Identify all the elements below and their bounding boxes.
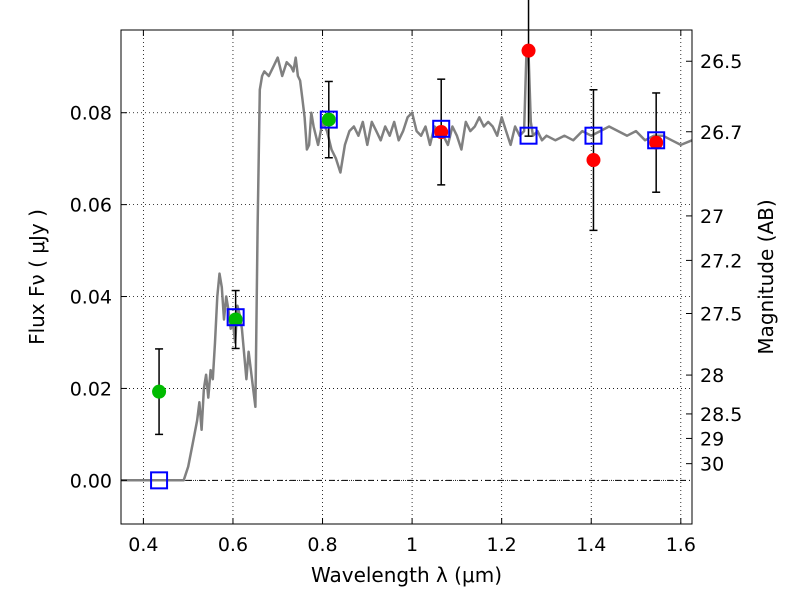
magnitude-tick-label: 26.5 — [700, 51, 742, 73]
data-point — [228, 312, 243, 327]
ticks: 0.4 0.6 0.8 1 1.2 1.4 1.6 0.00 0.02 0.04 0.06 0.08 2… — [70, 30, 742, 556]
data-point — [649, 135, 664, 150]
data-point — [434, 125, 449, 140]
grid — [121, 30, 692, 524]
magnitude-tick-label: 30 — [700, 454, 724, 476]
y-tick-label: 0.04 — [70, 287, 112, 309]
model-point — [584, 126, 603, 145]
x-tick-label: 1.4 — [576, 534, 606, 556]
model-point — [432, 119, 451, 138]
magnitude-tick-label: 27.2 — [700, 250, 742, 272]
y-axis-label: Flux Fν ( μJy ) — [25, 209, 49, 345]
x-tick-label: 1 — [406, 534, 418, 556]
model-point — [519, 126, 538, 145]
data-point — [321, 112, 336, 127]
magnitude-tick-label: 28 — [700, 365, 724, 387]
magnitude-tick-label: 26.7 — [700, 122, 742, 144]
y-tick-label: 0.00 — [70, 470, 112, 492]
x-axis-label: Wavelength λ (μm) — [311, 563, 502, 587]
data-point — [586, 153, 601, 168]
x-tick-label: 0.8 — [307, 534, 337, 556]
x-tick-label: 0.4 — [128, 534, 158, 556]
spectrum-line — [121, 51, 693, 482]
plot-frame — [120, 29, 693, 525]
y-tick-label: 0.02 — [70, 378, 112, 400]
magnitude-tick-label: 27 — [700, 206, 724, 228]
points-layer — [150, 0, 666, 490]
model-point — [226, 308, 245, 327]
magnitude-axis-label: Magnitude (AB) — [754, 199, 778, 354]
model-point — [319, 110, 338, 129]
magnitude-tick-label: 28.5 — [700, 404, 742, 426]
spectrum-layer — [121, 51, 693, 482]
data-point — [521, 43, 536, 58]
magnitude-tick-label: 29 — [700, 428, 724, 450]
x-tick-label: 1.2 — [487, 534, 517, 556]
y-tick-label: 0.08 — [70, 103, 112, 125]
magnitude-tick-label: 27.5 — [700, 303, 742, 325]
x-tick-label: 1.6 — [666, 534, 696, 556]
model-point — [647, 131, 666, 150]
y-tick-label: 0.06 — [70, 195, 112, 217]
x-tick-label: 0.6 — [218, 534, 248, 556]
data-point — [152, 384, 167, 399]
model-point — [150, 471, 169, 490]
